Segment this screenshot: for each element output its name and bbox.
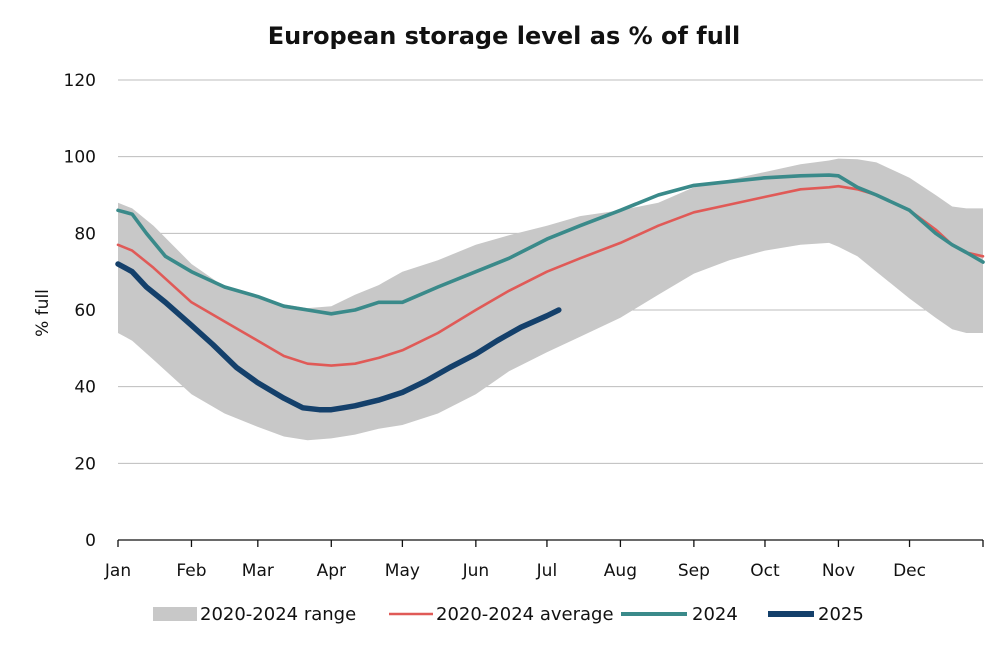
legend-swatch-range (153, 607, 197, 621)
legend-label: 2025 (818, 604, 864, 625)
series-range-band (118, 158, 983, 441)
x-tick-label: May (385, 561, 420, 581)
x-tick-label: Jul (536, 561, 558, 581)
x-tick-label: Dec (893, 561, 926, 581)
x-tick-label: Sep (678, 561, 710, 581)
x-tick-label: Feb (176, 561, 206, 581)
x-tick-label: Apr (317, 561, 346, 581)
x-tick-label: Mar (242, 561, 274, 581)
y-tick-label: 80 (74, 224, 96, 244)
x-tick-label: Aug (604, 561, 637, 581)
legend-label: 2020-2024 range (200, 604, 356, 625)
x-tick-label: Jan (104, 561, 131, 581)
series-lines-layer (115, 173, 985, 413)
y-tick-label: 120 (64, 71, 96, 91)
legend-label: 2020-2024 average (436, 604, 614, 625)
y-tick-label: 100 (64, 148, 96, 168)
y-tick-label: 20 (74, 454, 96, 474)
legend-label: 2024 (692, 604, 738, 625)
y-tick-label: 0 (85, 531, 96, 551)
y-axis-label: % full (33, 289, 53, 337)
x-tick-label: Jun (462, 561, 490, 581)
y-axis-ticks: 0 20 40 60 80 100 120 (64, 71, 96, 551)
x-tick-label: Nov (822, 561, 855, 581)
series-line-2024 (116, 173, 985, 316)
range-band-layer (118, 158, 983, 441)
y-tick-label: 40 (74, 378, 96, 398)
chart-title: European storage level as % of full (268, 22, 741, 50)
legend: 2020-2024 range 2020-2024 average 2024 2025 (153, 604, 864, 625)
x-tick-label: Oct (750, 561, 780, 581)
y-tick-label: 60 (74, 301, 96, 321)
series-line-2025 (115, 261, 562, 413)
x-axis-ticks: Jan Feb Mar Apr May Jun Jul Aug Sep Oct Nov Dec (104, 561, 926, 581)
x-axis (117, 539, 984, 547)
